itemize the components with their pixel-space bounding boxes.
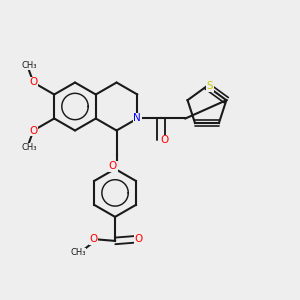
Text: O: O — [134, 234, 142, 244]
Text: O: O — [29, 125, 38, 136]
Text: N: N — [134, 113, 141, 124]
Text: CH₃: CH₃ — [21, 61, 37, 70]
Text: S: S — [207, 81, 213, 91]
Text: O: O — [89, 234, 97, 244]
Text: CH₃: CH₃ — [21, 143, 37, 152]
Text: O: O — [29, 77, 38, 88]
Text: O: O — [109, 161, 117, 172]
Text: O: O — [161, 135, 169, 145]
Text: CH₃: CH₃ — [70, 248, 85, 257]
